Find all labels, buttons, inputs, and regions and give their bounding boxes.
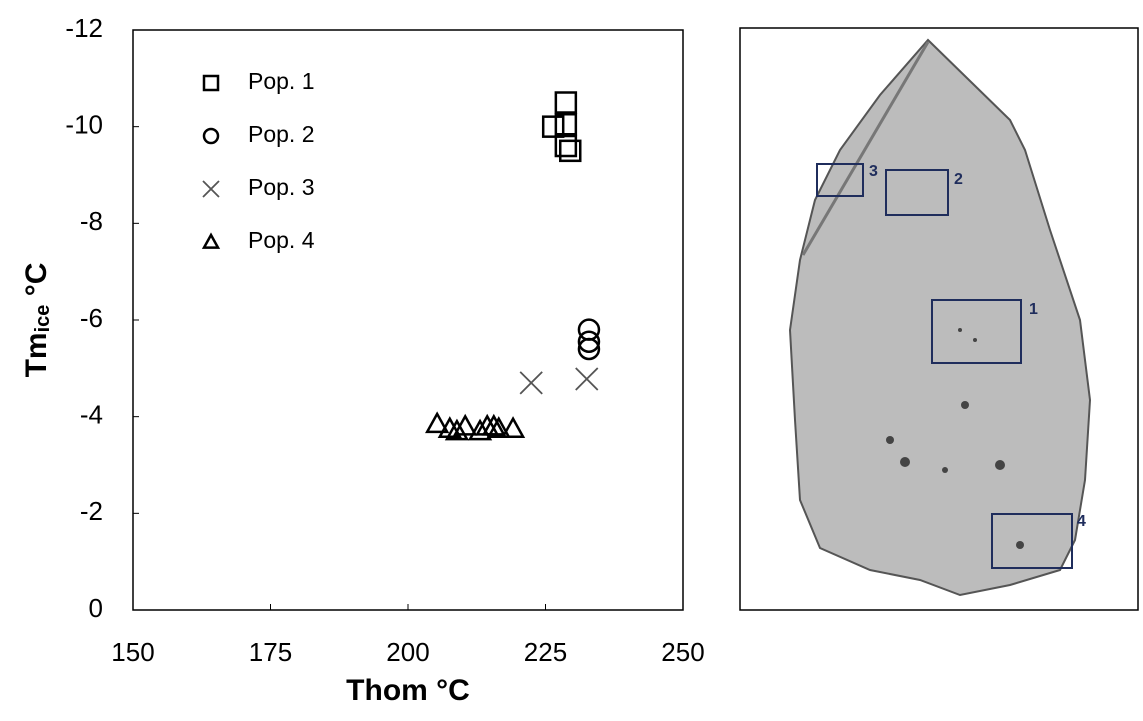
legend-marker xyxy=(202,74,220,92)
marker-circle xyxy=(577,318,601,341)
marker-square xyxy=(554,134,578,158)
box-label: 4 xyxy=(1077,513,1086,530)
crystal-edge xyxy=(801,41,930,256)
x-axis-label: Thom °C xyxy=(346,674,470,707)
marker-square xyxy=(554,113,578,136)
y-tick-label: -6 xyxy=(80,303,103,333)
y-tick-label: -12 xyxy=(65,13,103,43)
x-tick-label: 175 xyxy=(249,637,292,667)
x-tick-label: 250 xyxy=(661,637,704,667)
marker-square xyxy=(559,139,582,163)
legend-marker xyxy=(202,127,220,145)
image-panel: 1 2 3 4 xyxy=(739,27,1139,611)
box-label: 3 xyxy=(869,163,878,180)
y-tick-label: 0 xyxy=(89,593,103,623)
marker-triangle xyxy=(444,418,470,441)
y-label-unit: °C xyxy=(20,263,53,305)
plot-frame xyxy=(132,29,684,611)
legend-label: Pop. 2 xyxy=(248,121,315,147)
legend-marker xyxy=(201,232,221,249)
crystal xyxy=(788,38,1092,597)
y-label-sub: ice xyxy=(32,305,54,333)
legend-label: Pop. 4 xyxy=(248,227,315,253)
marker-triangle xyxy=(425,411,450,434)
y-tick-label: -2 xyxy=(80,496,103,526)
marker-x xyxy=(519,371,543,395)
marker-triangle xyxy=(437,416,462,438)
legend-marker xyxy=(202,180,220,198)
x-tick-label: 200 xyxy=(386,637,429,667)
region-boxes xyxy=(816,163,1073,569)
legend-label: Pop. 1 xyxy=(248,68,315,94)
marker-triangle xyxy=(486,416,511,438)
y-tick-label: -8 xyxy=(80,206,103,236)
inclusions xyxy=(886,328,1024,549)
y-axis-label: Tmice °C xyxy=(20,263,54,378)
marker-triangle xyxy=(481,413,506,436)
x-tick-label: 225 xyxy=(524,637,567,667)
legend-label: Pop. 3 xyxy=(248,174,315,200)
marker-square xyxy=(541,115,565,138)
box-label: 2 xyxy=(954,171,963,188)
marker-circle xyxy=(577,330,601,353)
y-tick-label: -4 xyxy=(80,400,103,430)
marker-triangle xyxy=(500,416,526,438)
marker-x xyxy=(575,367,599,391)
y-tick-label: -10 xyxy=(65,110,103,140)
y-label-main: Tm xyxy=(20,332,53,377)
marker-circle xyxy=(577,337,601,361)
marker-triangle xyxy=(453,413,478,436)
box-label: 1 xyxy=(1029,301,1038,318)
marker-square xyxy=(554,91,578,114)
x-tick-label: 150 xyxy=(111,637,154,667)
